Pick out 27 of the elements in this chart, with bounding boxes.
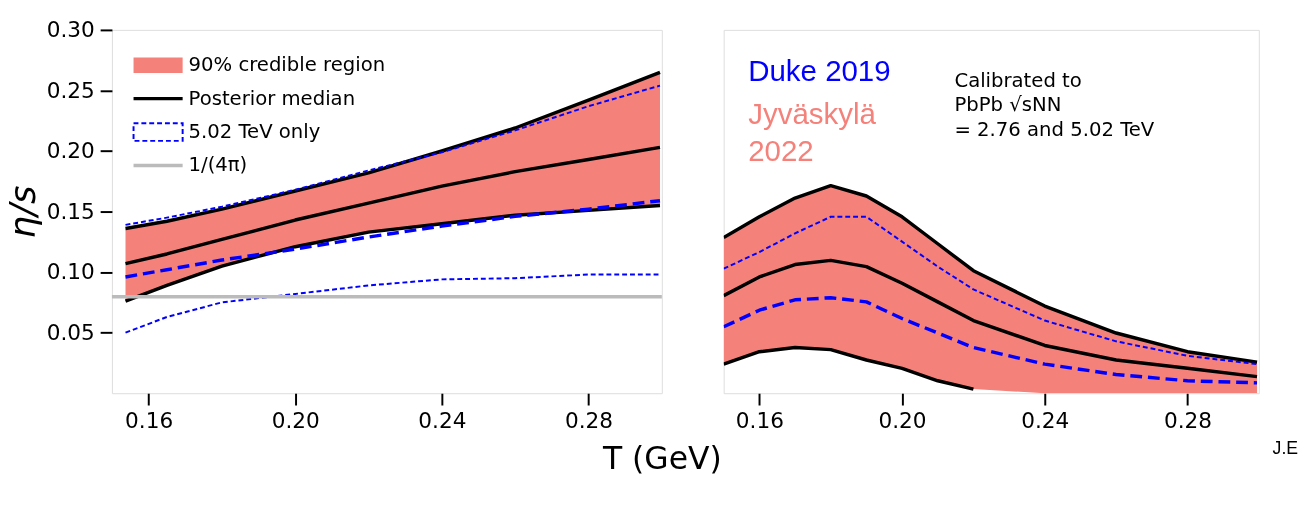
line-series <box>123 198 662 279</box>
x-tick-label: 0.20 <box>271 408 320 434</box>
text: Jyväskylä 2022 <box>748 97 877 167</box>
y-axis-title: η/s <box>1 185 43 239</box>
x-tick-label: 0.16 <box>735 408 784 434</box>
y-tick-label: 0.25 <box>46 77 95 103</box>
y-tick-label: 0.20 <box>46 138 95 164</box>
x-tick-label: 0.24 <box>1021 408 1070 434</box>
y-tick-label: 0.10 <box>46 259 95 285</box>
x-tick-label: 0.16 <box>125 408 174 434</box>
legend-label: 5.02 TeV only <box>188 119 321 143</box>
line-series <box>123 145 662 266</box>
y-tick-label: 0.05 <box>46 320 95 346</box>
legend-label: 1/(4π) <box>188 153 248 177</box>
x-tick-label: 0.24 <box>418 408 467 434</box>
x-tick-label: 0.28 <box>1163 408 1213 434</box>
text: J.E <box>1272 438 1299 459</box>
text: Calibrated to PbPb √sNN = 2.76 and 5.02 TeV <box>954 68 1155 141</box>
y-tick-label: 0.30 <box>46 17 95 43</box>
y-tick-label: 0.15 <box>46 198 95 224</box>
text: Duke 2019 <box>748 53 891 87</box>
legend-label: Posterior median <box>188 86 356 110</box>
line-series <box>124 273 661 334</box>
legend-label: 90% credible region <box>188 53 386 77</box>
x-axis-title: T (GeV) <box>601 440 722 477</box>
x-tick-label: 0.28 <box>564 408 614 434</box>
x-tick-label: 0.20 <box>878 408 927 434</box>
